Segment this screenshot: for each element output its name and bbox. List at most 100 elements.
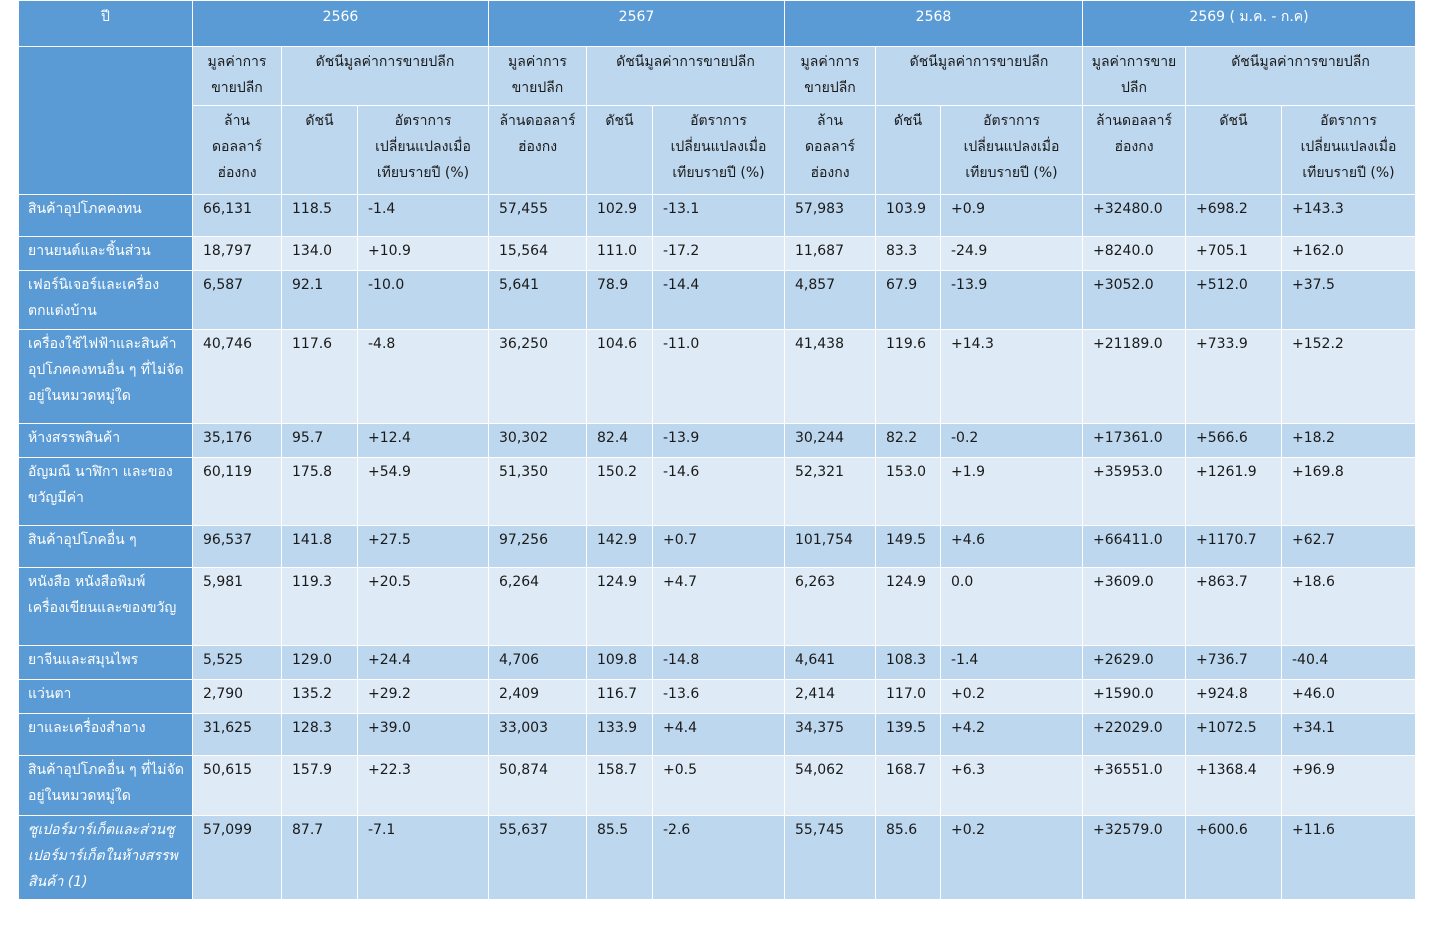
table-body: สินค้าอุปโภคคงทน 66,131 118.5 -1.4 57,455 102… <box>18 194 1417 900</box>
table-cell: +0.2 <box>940 679 1083 714</box>
table-cell: 108.3 <box>875 645 941 680</box>
table-cell: +3052.0 <box>1082 270 1186 330</box>
index-header: ดัชนี <box>281 105 358 195</box>
table-cell: +3609.0 <box>1082 567 1186 646</box>
table-cell: 135.2 <box>281 679 358 714</box>
year-label: ปี <box>18 0 193 47</box>
table-cell: 116.7 <box>586 679 653 714</box>
table-cell: +162.0 <box>1280 236 1417 271</box>
table-cell: 141.8 <box>281 525 358 568</box>
table-cell: 40,746 <box>192 329 282 424</box>
index-header: ดัชนี <box>586 105 653 195</box>
table-cell: 30,302 <box>488 423 587 458</box>
table-cell: 175.8 <box>281 457 358 526</box>
table-cell: 67.9 <box>875 270 941 330</box>
table-cell: 5,525 <box>192 645 282 680</box>
table-cell: +0.2 <box>940 815 1083 900</box>
table-cell: +10.9 <box>357 236 489 271</box>
unit-header: ล้านดอลลาร์ฮ่องกง <box>784 105 876 195</box>
table-row: สินค้าอุปโภคคงทน 66,131 118.5 -1.4 57,455 102… <box>18 194 1417 237</box>
table-cell: 133.9 <box>586 713 653 756</box>
table-cell: +0.5 <box>652 755 785 816</box>
table-cell: 2,790 <box>192 679 282 714</box>
retail-index-header: ดัชนีมูลค่าการขายปลีก <box>586 46 785 106</box>
table-cell: 6,263 <box>784 567 876 646</box>
table-cell: +705.1 <box>1185 236 1282 271</box>
table-cell: 119.3 <box>281 567 358 646</box>
table-cell: 111.0 <box>586 236 653 271</box>
table-cell: +32579.0 <box>1082 815 1186 900</box>
row-label: หนังสือ หนังสือพิมพ์ เครื่องเขียนและของข… <box>18 567 193 646</box>
table-cell: 4,857 <box>784 270 876 330</box>
year-header-row: ปี 2566 2567 2568 2569 ( ม.ค. - ก.ค) <box>18 0 1417 47</box>
table-cell: +698.2 <box>1185 194 1282 237</box>
table-cell: +8240.0 <box>1082 236 1186 271</box>
table-cell: 119.6 <box>875 329 941 424</box>
table-cell: -4.8 <box>357 329 489 424</box>
table-cell: +169.8 <box>1280 457 1417 526</box>
table-cell: +733.9 <box>1185 329 1282 424</box>
table-row: หนังสือ หนังสือพิมพ์ เครื่องเขียนและของข… <box>18 567 1417 646</box>
table-cell: 83.3 <box>875 236 941 271</box>
table-cell: -0.2 <box>940 423 1083 458</box>
table-cell: +1590.0 <box>1082 679 1186 714</box>
column-header-row: ล้านดอลลาร์ฮ่องกง ดัชนี อัตราการเปลี่ยนแปล… <box>19 105 1417 195</box>
table-row: สินค้าอุปโภคอื่น ๆ 96,537 141.8 +27.5 97,256… <box>18 525 1417 568</box>
table-cell: 117.6 <box>281 329 358 424</box>
table-cell: +566.6 <box>1185 423 1282 458</box>
table-row: ยานยนต์และชิ้นส่วน 18,797 134.0 +10.9 15,564… <box>18 236 1417 271</box>
table-cell: +736.7 <box>1185 645 1282 680</box>
row-label-header <box>18 46 193 195</box>
row-label: เครื่องใช้ไฟฟ้าและสินค้าอุปโภคคงทนอื่น ๆ… <box>18 329 193 424</box>
table-cell: 157.9 <box>281 755 358 816</box>
table-cell: 57,983 <box>784 194 876 237</box>
table-cell: 54,062 <box>784 755 876 816</box>
table-cell: 30,244 <box>784 423 876 458</box>
table-cell: +24.4 <box>357 645 489 680</box>
table-cell: +14.3 <box>940 329 1083 424</box>
table-cell: +512.0 <box>1185 270 1282 330</box>
table-cell: +0.9 <box>940 194 1083 237</box>
row-label: อัญมณี นาฬิกา และของขวัญมีค่า <box>18 457 193 526</box>
table-cell: +4.6 <box>940 525 1083 568</box>
table-cell: -13.6 <box>652 679 785 714</box>
table-cell: +12.4 <box>357 423 489 458</box>
table-cell: +21189.0 <box>1082 329 1186 424</box>
table-cell: +2629.0 <box>1082 645 1186 680</box>
table-cell: -24.9 <box>940 236 1083 271</box>
table-cell: -10.0 <box>357 270 489 330</box>
table-cell: 104.6 <box>586 329 653 424</box>
table-cell: 82.4 <box>586 423 653 458</box>
row-label: เฟอร์นิเจอร์และเครื่องตกแต่งบ้าน <box>18 270 193 330</box>
table-row: อัญมณี นาฬิกา และของขวัญมีค่า 60,119 175.8… <box>18 457 1417 526</box>
table-cell: 129.0 <box>281 645 358 680</box>
table-cell: 82.2 <box>875 423 941 458</box>
year-2567: 2567 <box>488 0 785 47</box>
unit-header: ล้านดอลลาร์ฮ่องกง <box>1082 105 1186 195</box>
retail-index-header: ดัชนีมูลค่าการขายปลีก <box>281 46 489 106</box>
table-cell: +46.0 <box>1280 679 1417 714</box>
row-label: ห้างสรรพสินค้า <box>18 423 193 458</box>
table-row: แว่นตา 2,790 135.2 +29.2 2,409 116.7 -13.6 2,41… <box>18 679 1417 714</box>
table-cell: +36551.0 <box>1082 755 1186 816</box>
table-cell: -40.4 <box>1280 645 1417 680</box>
row-label: ซูเปอร์มาร์เก็ตและส่วนซูเปอร์มาร์เก็ตในห… <box>18 815 193 900</box>
table-cell: 96,537 <box>192 525 282 568</box>
change-header: อัตราการเปลี่ยนแปลงเมื่อเทียบรายปี (%) <box>940 105 1083 195</box>
table-cell: +924.8 <box>1185 679 1282 714</box>
table-cell: +1368.4 <box>1185 755 1282 816</box>
table-cell: +863.7 <box>1185 567 1282 646</box>
table-cell: 41,438 <box>784 329 876 424</box>
table-cell: +143.3 <box>1280 194 1417 237</box>
table-cell: +152.2 <box>1280 329 1417 424</box>
table-cell: 5,641 <box>488 270 587 330</box>
table-cell: 124.9 <box>875 567 941 646</box>
table-cell: 35,176 <box>192 423 282 458</box>
table-row: ยาและเครื่องสำอาง 31,625 128.3 +39.0 33,003 1… <box>18 713 1417 756</box>
unit-header: ล้านดอลลาร์ฮ่องกง <box>192 105 282 195</box>
row-label: สินค้าอุปโภคคงทน <box>18 194 193 237</box>
table-cell: 52,321 <box>784 457 876 526</box>
table-cell: 11,687 <box>784 236 876 271</box>
table-cell: 92.1 <box>281 270 358 330</box>
table-cell: 6,587 <box>192 270 282 330</box>
